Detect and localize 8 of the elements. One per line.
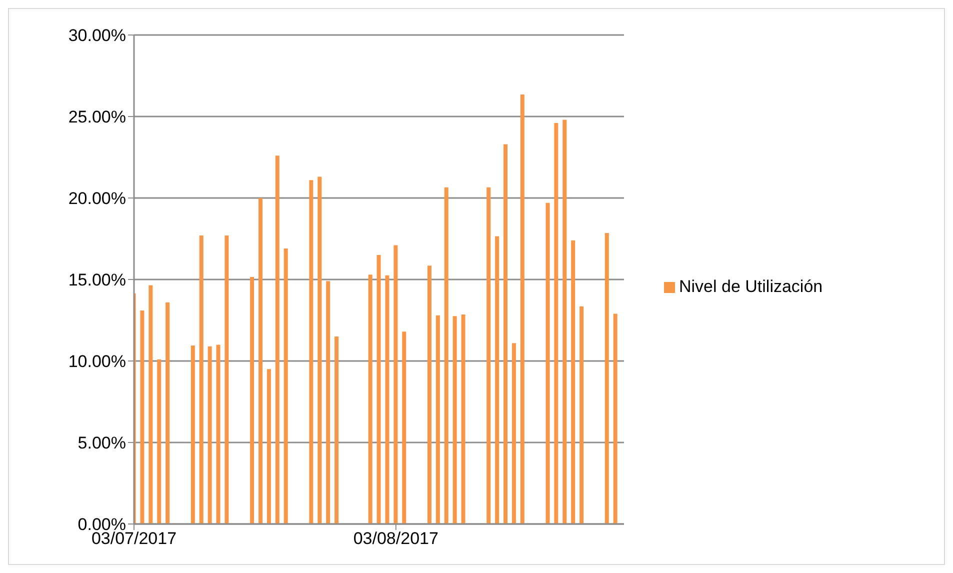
- y-tick-label: 20.00%: [68, 189, 126, 208]
- legend-label: Nivel de Utilización: [679, 276, 823, 296]
- y-tick-label: 5.00%: [78, 434, 126, 453]
- y-tick-label: 30.00%: [68, 26, 126, 46]
- y-tick-label: 25.00%: [68, 108, 126, 127]
- y-tick-label: 10.00%: [68, 352, 126, 372]
- x-tick-label: 03/08/2017: [353, 529, 438, 548]
- y-tick-label: 15.00%: [68, 270, 126, 290]
